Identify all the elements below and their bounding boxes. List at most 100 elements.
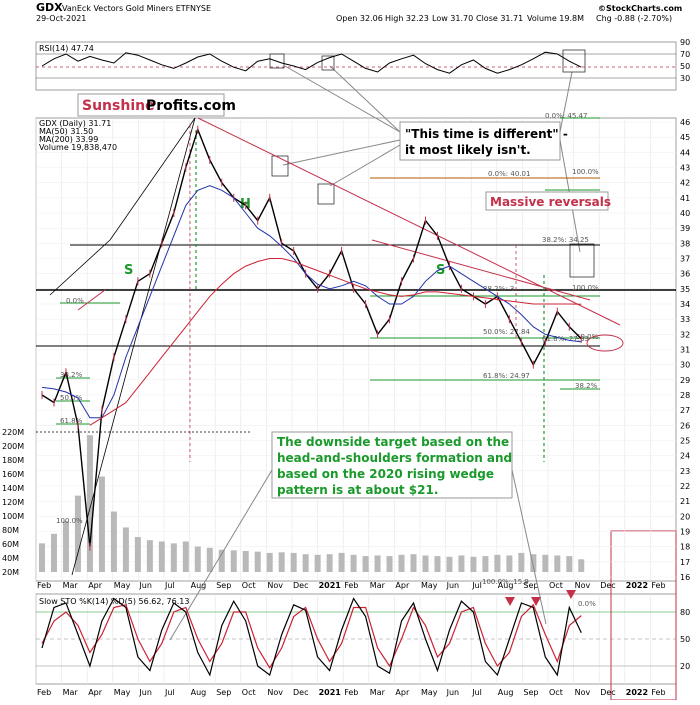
fib-label: 38.2%: 34.25 <box>542 236 589 244</box>
volume-bar <box>374 555 381 572</box>
volume-bar <box>470 556 477 572</box>
x-tick-label: Oct <box>242 581 256 590</box>
volume-bar <box>566 556 573 572</box>
volume-tick-label: 180M <box>2 456 24 465</box>
rsi-tick-label: 30 <box>680 74 690 83</box>
volume-bar <box>362 556 369 572</box>
time-different-line1: "This time is different" - <box>405 127 568 141</box>
x-tick-label: Aug <box>498 688 514 697</box>
time-different-box <box>399 121 561 161</box>
x-tick-label: Dec <box>600 688 615 697</box>
x-tick-label: Dec <box>293 688 308 697</box>
price-tick-label: 44 <box>680 148 690 157</box>
volume-bar <box>338 552 345 572</box>
price-tick-label: 25 <box>680 437 690 446</box>
volume-tick-label: 200M <box>2 442 24 451</box>
volume-bar <box>206 547 213 572</box>
massive-reversals-box <box>485 191 609 211</box>
x-tick-label: Mar <box>370 688 386 697</box>
volume-bar <box>434 556 441 572</box>
volume-bar <box>446 556 453 572</box>
price-legend: GDX (Daily) 31.71 <box>39 119 111 128</box>
x-tick-label: Nov <box>267 581 283 590</box>
volume-bar <box>182 541 189 572</box>
target-line1: The downside target based on the <box>277 435 509 449</box>
volume-value: Volume 19.8M <box>527 14 584 23</box>
volume-bar <box>302 554 309 572</box>
target-line3: based on the 2020 rising wedge <box>277 467 494 481</box>
close-value: Close 31.71 <box>476 14 523 23</box>
rsi-legend: RSI(14) 47.74 <box>39 44 94 53</box>
price-tick-label: 18 <box>680 543 690 552</box>
volume-tick-label: 120M <box>2 498 24 507</box>
rsi-tick-label: 90 <box>680 38 690 47</box>
x-tick-label: Jul <box>471 688 482 697</box>
profits-logo-text: Profits.com <box>146 98 236 114</box>
volume-bar <box>242 551 249 572</box>
ma200-legend: MA(200) 33.99 <box>39 135 98 144</box>
rsi-tick-label: 70 <box>680 50 690 59</box>
volume-bar <box>542 554 549 572</box>
target-line4: pattern is at about $21. <box>277 483 438 497</box>
volume-bar <box>326 554 333 572</box>
x-tick-label: Mar <box>63 688 79 697</box>
x-tick-label: Feb <box>37 581 51 590</box>
volume-bar <box>266 552 273 572</box>
fib-label: 38.2% <box>575 382 598 390</box>
x-tick-label: May <box>421 581 438 590</box>
series-line <box>41 127 582 547</box>
rsi-series <box>41 51 582 74</box>
x-tick-label: Nov <box>267 688 283 697</box>
x-tick-label: Dec <box>293 581 308 590</box>
right-shoulder-label: S <box>436 263 445 278</box>
x-tick-label: May <box>114 688 131 697</box>
price-tick-label: 26 <box>680 421 690 430</box>
x-tick-label: Aug <box>191 688 207 697</box>
x-tick-label: Jul <box>164 581 175 590</box>
x-tick-label: Sep <box>523 581 538 590</box>
volume-bar <box>218 549 225 572</box>
rsi-line <box>41 51 582 74</box>
x-tick-label: Jun <box>446 581 460 590</box>
x-tick-label: Sep <box>216 581 231 590</box>
volume-bar <box>494 554 501 572</box>
x-tick-label: Apr <box>88 688 103 697</box>
x-tick-label: Oct <box>549 688 563 697</box>
x-tick-label: Feb <box>651 581 665 590</box>
x-tick-label: Dec <box>600 581 615 590</box>
price-tick-label: 40 <box>680 209 690 218</box>
down-arrow-icon <box>566 590 576 599</box>
volume-bar <box>170 543 177 572</box>
price-tick-label: 36 <box>680 270 690 279</box>
price-tick-label: 22 <box>680 482 690 491</box>
x-tick-label: Feb <box>37 688 51 697</box>
price-tick-label: 19 <box>680 528 690 537</box>
x-tick-label: 2022 <box>626 688 648 697</box>
fib-label: 38.2%: 3 <box>483 285 514 293</box>
x-tick-label: Sep <box>523 688 538 697</box>
fib-label: 0.0% <box>66 297 84 305</box>
volume-bar <box>98 476 105 572</box>
ma50-legend: MA(50) 31.50 <box>39 127 93 136</box>
volume-bar <box>62 521 69 572</box>
sto-arrows <box>505 590 576 606</box>
x-tick-labels-bottom: Feb Feb Mar Mar Apr Apr May May Jun Jun Jul Jul Aug A… <box>37 581 666 697</box>
price-tick-label: 38 <box>680 239 690 248</box>
price-tick-label: 43 <box>680 164 690 173</box>
price-tick-label: 39 <box>680 224 690 233</box>
volume-bar <box>422 555 429 572</box>
x-tick-label: Nov <box>575 688 591 697</box>
volume-bars <box>39 435 585 572</box>
volume-bar <box>530 554 537 572</box>
sunshine-logo-text: Sunshine <box>82 98 155 114</box>
open-value: Open 32.06 <box>336 14 383 23</box>
fib-label: 0.0% <box>578 600 596 608</box>
sto-series <box>41 597 582 677</box>
x-tick-label: Jul <box>471 581 482 590</box>
x-tick-label: Feb <box>344 688 358 697</box>
dashed-projections <box>36 66 676 462</box>
volume-tick-label: 40M <box>2 554 19 563</box>
price-tick-label: 31 <box>680 346 690 355</box>
price-tick-label: 41 <box>680 194 690 203</box>
